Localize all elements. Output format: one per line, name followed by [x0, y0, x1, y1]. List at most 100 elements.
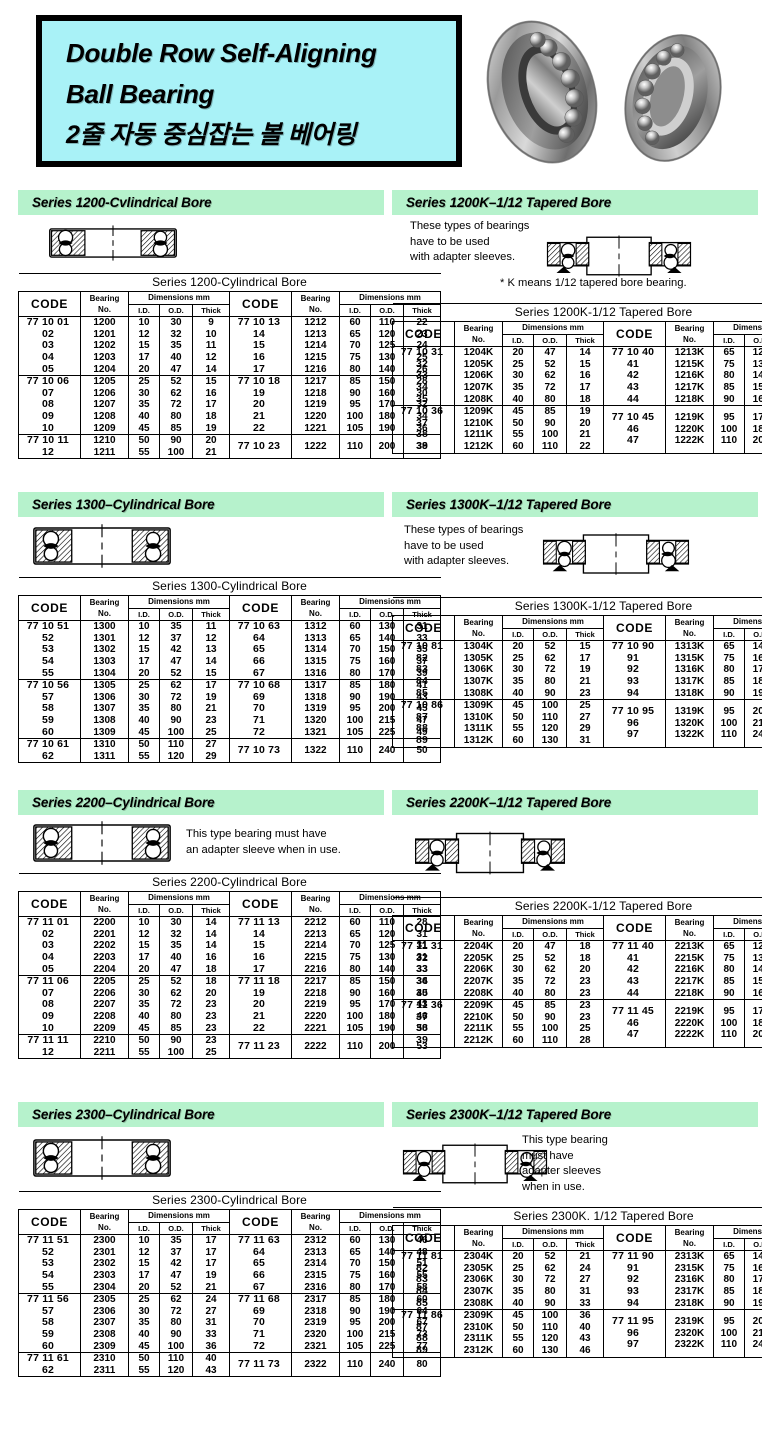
cell-bearing-no: 1213K 1215K 1216K 1217K 1218K	[665, 346, 714, 407]
table-row: 77 11 56 57 58 59 60 2305 2306 2307 2308 2309 25 30…	[18, 1293, 442, 1354]
cell-bearing-no: 1204K 1205K 1206K 1207K 1208K	[454, 346, 503, 407]
cell-code: 77 10 56 57 58 59 60	[18, 679, 81, 740]
cell-od: 200215240	[744, 1309, 762, 1358]
cell-od: 100 110 120 130	[533, 1309, 567, 1358]
cell-id: 45 50 55 60	[502, 999, 534, 1048]
section-note: This type bearing must have an adapter sl…	[186, 828, 341, 856]
section-diagram-row	[392, 815, 758, 897]
section-heading: Series 1300K–1/12 Tapered Bore	[392, 492, 758, 517]
col-bearing-no: Bearing No.	[80, 291, 129, 318]
table-row: 77 10 56 57 58 59 60 1305 1306 1307 1308 1309 25 30…	[18, 679, 442, 740]
cell-od: 35 37 42 47 52	[159, 1234, 193, 1295]
cell-code: 77 10 01 02 03 04 05	[18, 316, 81, 377]
col-thick: Thick	[192, 1221, 230, 1236]
col-od: O.D.	[533, 1237, 567, 1252]
col-thick: Thick	[192, 303, 230, 318]
section-heading-text: Series 1200-Cvlindrical Bore	[32, 195, 212, 210]
page-title-line-2: Ball Bearing	[66, 79, 215, 109]
col-thick: Thick	[566, 627, 604, 642]
cell-thick: 14 15 16 17 18	[566, 346, 604, 407]
col-dimensions: Dimensions mm	[712, 321, 762, 335]
cell-bearing-no: 1317 1318 1319 1320 1321	[291, 679, 340, 740]
title-box: Double Row Self-Aligning Ball Bearing 2줄…	[36, 15, 462, 167]
cell-thick: 40 43	[192, 1352, 230, 1378]
cell-code: 77 10 18 19 20 21 22	[229, 375, 292, 436]
col-code: CODE	[603, 615, 666, 642]
section-heading-text: Series 1300–Cylindrical Bore	[32, 497, 215, 512]
col-bearing-no: Bearing No.	[665, 615, 714, 642]
table-row: 77 10 81 82 83 84 85 1304K 1305K 1306K 1307K 1308…	[392, 640, 762, 701]
col-dimensions: Dimensions mm	[128, 291, 230, 305]
table-row: 77 10 31 32 33 34 35 1204K 1205K 1206K 1207K 1208…	[392, 346, 762, 407]
cell-bearing-no: 2312 2313 2314 2315 2316	[291, 1234, 340, 1295]
cell-id: 95 100 110	[713, 1309, 745, 1358]
cell-od: 120130140150160	[744, 346, 762, 407]
cell-thick: 9 10 11 12 14	[192, 316, 230, 377]
cell-id: 25 30 35 40 45	[128, 975, 160, 1036]
cell-id: 20 25 30 35 40	[502, 346, 534, 407]
cell-thick: 17 17 17 19 21	[192, 1234, 230, 1295]
section-note: These types of bearings have to be used wi…	[410, 220, 530, 263]
section-heading-text: Series 2300–Cylindrical Bore	[32, 1107, 215, 1122]
cell-bearing-no: 1304K 1305K 1306K 1307K 1308K	[454, 640, 503, 701]
cell-od: 90 100	[159, 434, 193, 460]
cell-bearing-no: 1222	[291, 434, 340, 460]
cell-id: 60 65 70 75 80	[339, 620, 371, 681]
cell-od: 52 62 72 80 90	[533, 1250, 567, 1311]
col-bearing-no: Bearing No.	[454, 321, 503, 348]
section-diagram-row: This type bearing must have an adapter sl…	[18, 815, 384, 873]
col-thick: Thick	[566, 1237, 604, 1252]
cell-bearing-no: 1309K 1310K 1311K 1312K	[454, 699, 503, 748]
col-od: O.D.	[159, 607, 193, 622]
col-od: O.D.	[744, 927, 762, 942]
col-id: I.D.	[128, 607, 160, 622]
section-heading-text: Series 1200K–1/12 Tapered Bore	[406, 195, 612, 210]
cell-bearing-no: 2222	[291, 1034, 340, 1060]
table-row: 77 11 51 52 53 54 55 2300 2301 2302 2303 2304 10 12…	[18, 1234, 442, 1295]
cell-od: 240	[370, 738, 404, 764]
table-row: 77 10 61 62 1310 1311 50 55 110 120 27 29 77 10 73…	[18, 738, 442, 764]
col-id: I.D.	[713, 333, 745, 348]
cell-id: 50 55	[128, 1352, 160, 1378]
col-code: CODE	[18, 1209, 81, 1236]
cell-id: 65 75 80 85 90	[713, 346, 745, 407]
cell-id: 45 50 55 60	[502, 405, 534, 454]
col-bearing-no: Bearing No.	[454, 915, 503, 942]
cell-id: 60 65 70 75 80	[339, 916, 371, 977]
section-s2300k: Series 2300K–1/12 Tapered Bore This type …	[392, 1102, 762, 1358]
col-dimensions: Dimensions mm	[502, 915, 604, 929]
cell-id: 85 90 95 100 105	[339, 975, 371, 1036]
cell-id: 10 12 15 17 20	[128, 620, 160, 681]
cell-code: 77 10 06 07 08 09 10	[18, 375, 81, 436]
cell-id: 60 65 70 75 80	[339, 316, 371, 377]
cell-od: 90 100	[159, 1034, 193, 1060]
section-s2300: Series 2300–Cylindrical Bore Series 2300-…	[18, 1102, 442, 1378]
cell-id: 110	[339, 1034, 371, 1060]
cell-id: 85 90 95 100 105	[339, 679, 371, 740]
section-s1300k: Series 1300K–1/12 Tapered Bore These type…	[392, 492, 762, 748]
cell-bearing-no: 2310 2311	[80, 1352, 129, 1378]
col-dimensions: Dimensions mm	[128, 891, 230, 905]
cell-od: 30 32 35 40 47	[159, 316, 193, 377]
col-id: I.D.	[502, 627, 534, 642]
cell-code: 77 11 81 82 83 84 85	[392, 1250, 455, 1311]
cell-id: 10 12 15 17 20	[128, 916, 160, 977]
cell-bearing-no: 2219K 2220K 2222K	[665, 999, 714, 1048]
section-diagram-row: These types of bearings have to be used wi…	[392, 215, 758, 303]
section-heading: Series 1300–Cylindrical Bore	[18, 492, 384, 517]
cell-bearing-no: 2205 2206 2207 2208 2209	[80, 975, 129, 1036]
cell-code: 77 10 68 69 70 71 72	[229, 679, 292, 740]
cell-od: 52 62 72 80 85	[159, 975, 193, 1036]
col-id: I.D.	[339, 1221, 371, 1236]
cell-code: 77 11 68 69 70 71 72	[229, 1293, 292, 1354]
col-dimensions: Dimensions mm	[502, 1225, 604, 1239]
section-heading-text: Series 1300K–1/12 Tapered Bore	[406, 497, 612, 512]
cell-od: 140160170180190	[744, 1250, 762, 1311]
col-code: CODE	[18, 291, 81, 318]
cell-code: 77 11 31 32 33 34 35	[392, 940, 455, 1001]
col-code: CODE	[229, 891, 292, 918]
cell-od: 35 37 42 47 52	[159, 620, 193, 681]
col-bearing-no: Bearing No.	[291, 891, 340, 918]
section-s1200k: Series 1200K–1/12 Tapered Bore These type…	[392, 190, 762, 454]
bearing-table-s1300k: Series 1300K-1/12 Tapered Bore CODE Bearin…	[392, 596, 762, 748]
